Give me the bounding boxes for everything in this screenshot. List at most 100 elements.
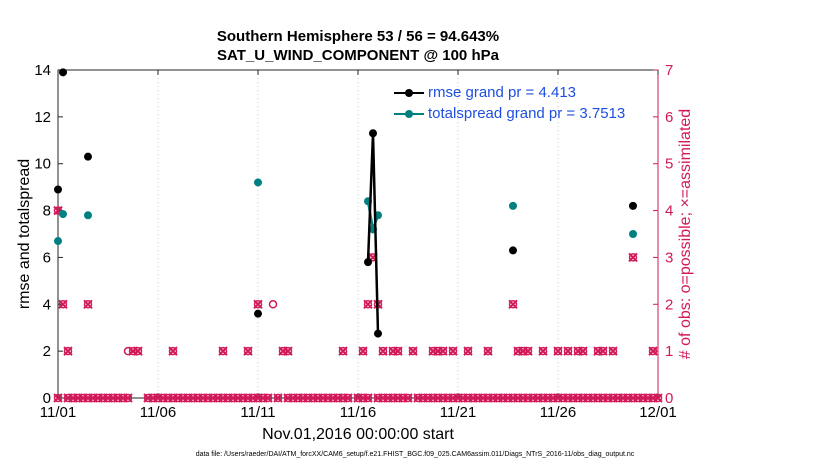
obs-possible-zero-marker	[498, 393, 508, 403]
obs-possible-zero-marker	[473, 393, 483, 403]
obs-possible-marker	[463, 346, 473, 356]
obs-possible-zero-marker	[248, 393, 258, 403]
rmse-point	[369, 129, 377, 138]
legend: rmse grand pr = 4.413 totalspread grand …	[394, 82, 625, 124]
obs-possible-zero-marker	[418, 393, 428, 403]
obs-possible-marker	[128, 346, 138, 356]
y-right-tick-label: 7	[665, 62, 673, 79]
obs-possible-zero-marker	[238, 393, 248, 403]
obs-possible-zero-marker	[533, 393, 543, 403]
obs-possible-zero-marker	[123, 393, 133, 403]
obs-assimilated-marker	[83, 299, 93, 309]
obs-possible-zero-marker	[288, 393, 298, 403]
rmse-point	[509, 246, 517, 255]
obs-possible-zero-marker	[563, 393, 573, 403]
y-right-tick-label: 2	[665, 296, 673, 313]
obs-possible-zero-marker	[333, 393, 343, 403]
obs-possible-zero-marker	[363, 393, 373, 403]
legend-label-totalspread: totalspread grand pr = 3.7513	[428, 105, 626, 122]
obs-possible-marker	[523, 346, 533, 356]
totalspread-point	[509, 201, 517, 210]
obs-possible-zero-marker	[553, 393, 563, 403]
obs-possible-marker	[483, 346, 493, 356]
obs-assimilated-marker	[463, 346, 473, 356]
obs-possible-marker	[218, 346, 228, 356]
obs-possible-zero-marker	[183, 393, 193, 403]
obs-possible-zero-marker	[578, 393, 588, 403]
obs-possible-zero-marker	[313, 393, 323, 403]
y-right-tick-label: 3	[665, 249, 673, 266]
obs-possible-marker	[593, 346, 603, 356]
obs-possible-zero-marker	[53, 393, 63, 403]
totalspread-point	[54, 237, 62, 246]
data-file-footnote: data file: /Users/raeder/DAI/ATM_forcXX/…	[195, 451, 635, 458]
obs-possible-zero-marker	[543, 393, 553, 403]
obs-possible-marker	[253, 300, 263, 309]
obs-possible-zero-marker	[558, 393, 568, 403]
obs-possible-zero-marker	[73, 393, 83, 403]
obs-possible-zero-marker	[283, 393, 293, 403]
obs-possible-marker	[283, 346, 293, 356]
obs-possible-zero-marker	[218, 393, 228, 403]
obs-assimilated-marker	[563, 346, 573, 356]
obs-possible-zero-marker	[93, 393, 103, 403]
obs-possible-zero-marker	[443, 393, 453, 403]
legend-entry-rmse: rmse grand pr = 4.413	[394, 82, 625, 103]
obs-possible-zero-marker	[538, 393, 548, 403]
obs-possible-zero-marker	[148, 393, 158, 403]
obs-possible-zero-marker	[388, 393, 398, 403]
obs-possible-zero-marker	[143, 393, 153, 403]
obs-possible-zero-marker	[168, 393, 178, 403]
rmse-point	[84, 152, 92, 161]
obs-possible-marker	[508, 300, 518, 309]
totalspread-point	[629, 230, 637, 238]
rmse-point	[364, 258, 372, 267]
rmse-point	[629, 201, 637, 210]
rmse-point	[54, 185, 62, 194]
rmse-point	[254, 309, 262, 318]
obs-possible-zero-marker	[548, 393, 558, 403]
y-left-tick-label: 0	[43, 390, 51, 407]
obs-possible-zero-marker	[503, 393, 513, 403]
rmse-point	[374, 329, 382, 338]
obs-possible-zero-marker	[568, 393, 578, 403]
obs-assimilated-marker	[378, 346, 388, 356]
obs-assimilated-marker	[253, 299, 263, 309]
x-axis-label: Nov.01,2016 00:00:00 start	[262, 426, 454, 443]
x-tick-label: 11/01	[40, 404, 76, 421]
obs-possible-zero-marker	[353, 393, 363, 403]
y-right-tick-label: 4	[665, 203, 673, 220]
obs-possible-zero-marker	[403, 393, 413, 403]
obs-assimilated-zero-marker	[343, 393, 353, 403]
obs-possible-zero-marker	[258, 393, 268, 403]
obs-assimilated-marker	[243, 346, 253, 356]
y-right-tick-label: 6	[665, 109, 673, 126]
obs-possible-zero-marker	[513, 393, 523, 403]
obs-possible-zero-marker	[83, 393, 93, 403]
obs-possible-zero-marker	[413, 393, 423, 403]
y-left-tick-label: 12	[34, 109, 51, 126]
obs-possible-zero-marker	[423, 393, 433, 403]
obs-possible-zero-marker	[493, 393, 503, 403]
y-axis-left-label: rmse and totalspread	[16, 158, 33, 310]
obs-possible-marker	[63, 346, 73, 356]
obs-possible-zero-marker	[178, 393, 188, 403]
obs-possible-marker	[648, 346, 658, 356]
obs-possible-zero-marker	[343, 393, 353, 403]
obs-possible-zero-marker	[103, 393, 113, 403]
chart-title: Southern Hemisphere 53 / 56 = 94.643%	[216, 28, 500, 45]
obs-assimilated-marker	[58, 299, 68, 309]
obs-assimilated-marker	[483, 346, 493, 356]
obs-possible-zero-marker	[223, 393, 233, 403]
obs-assimilated-marker	[523, 346, 533, 356]
obs-possible-marker	[58, 300, 68, 309]
obs-possible-zero-marker	[458, 393, 468, 403]
y-left-tick-label: 14	[34, 62, 51, 79]
obs-assimilated-marker	[578, 346, 588, 356]
obs-assimilated-zero-marker	[653, 393, 663, 403]
obs-possible-marker	[133, 346, 143, 356]
obs-possible-marker	[388, 346, 398, 356]
obs-possible-zero-marker	[583, 393, 593, 403]
obs-possible-marker	[408, 346, 418, 356]
obs-possible-zero-marker	[153, 393, 163, 403]
